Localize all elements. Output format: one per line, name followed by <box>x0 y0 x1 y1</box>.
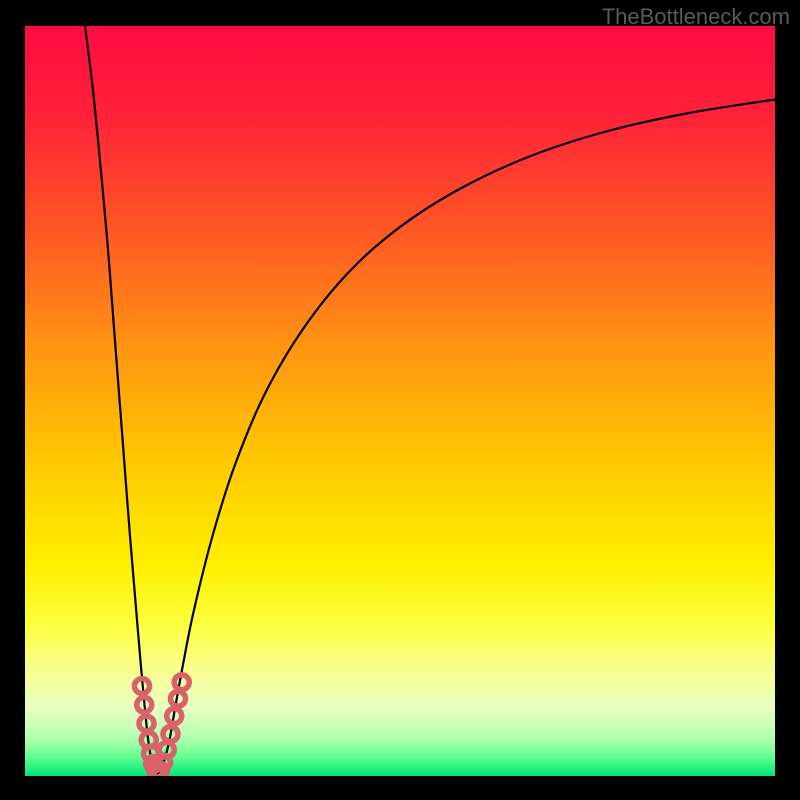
watermark-text: TheBottleneck.com <box>602 4 790 30</box>
bottleneck-chart <box>25 26 775 776</box>
chart-background <box>25 26 775 776</box>
